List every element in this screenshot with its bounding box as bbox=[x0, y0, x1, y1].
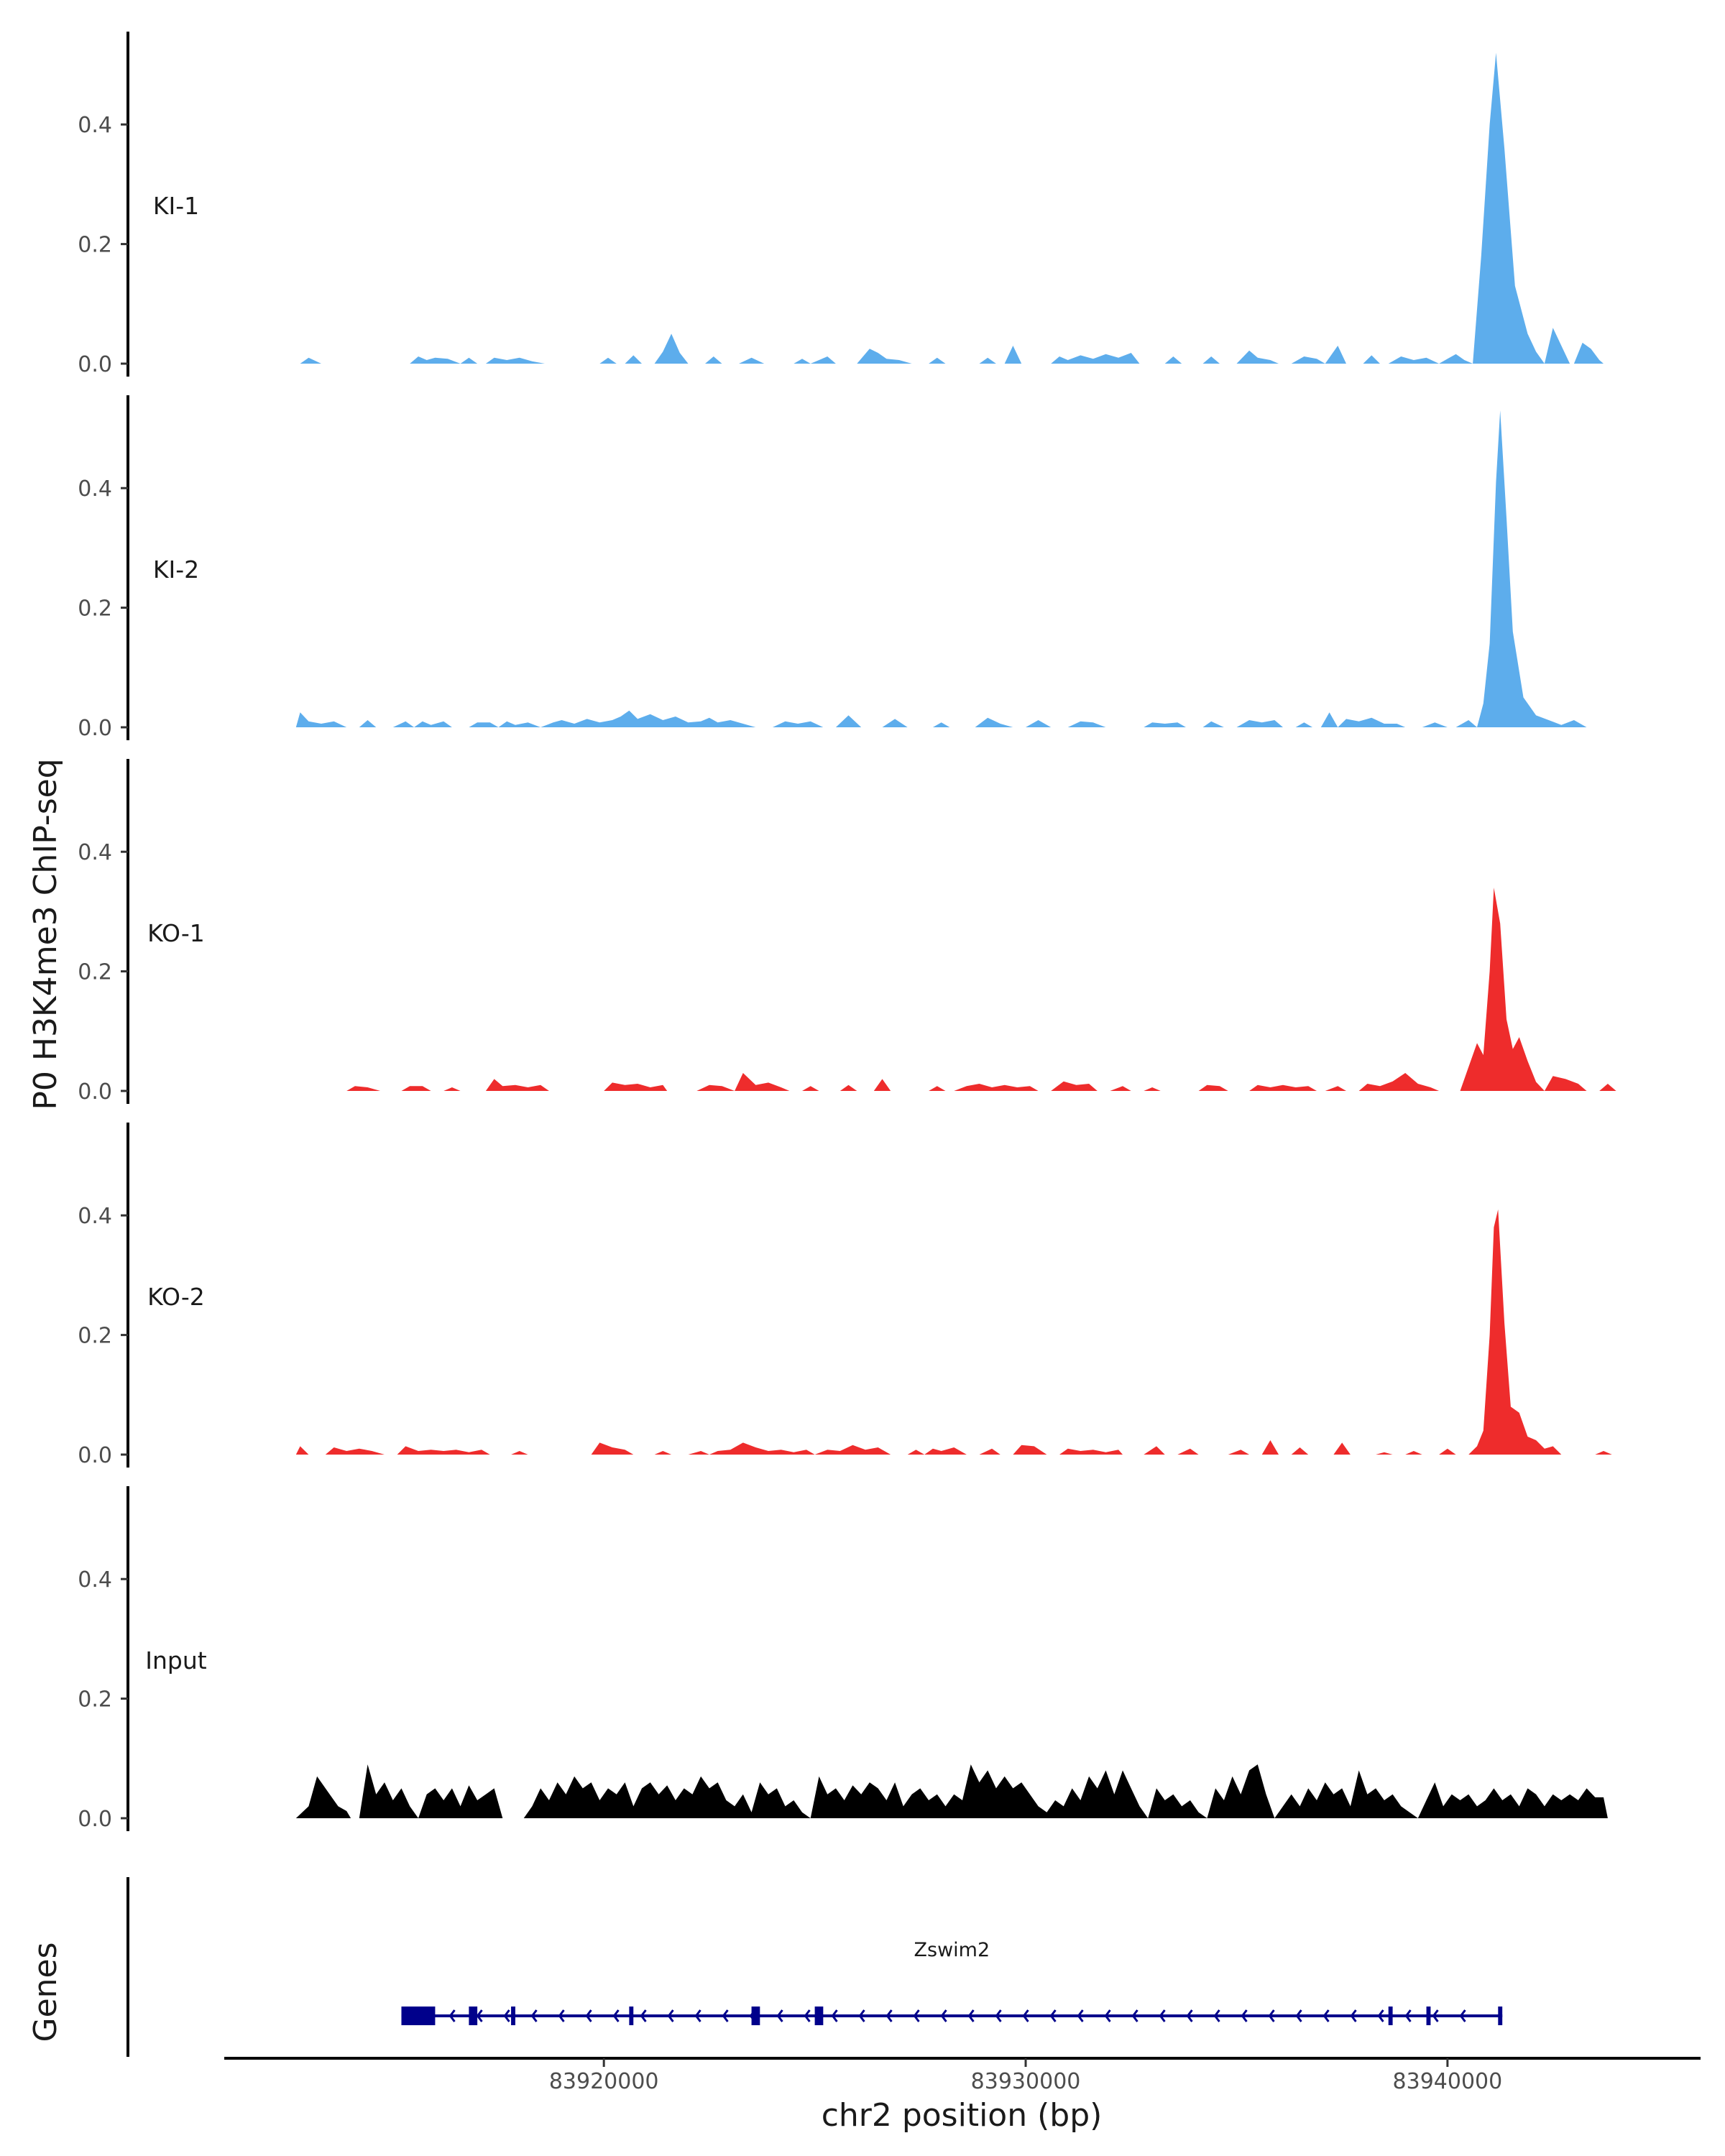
strand-arrow bbox=[1377, 2009, 1384, 2022]
strand-arrow bbox=[558, 2009, 565, 2022]
exon bbox=[814, 2007, 824, 2025]
y-tick-label: 0.2 bbox=[78, 233, 112, 258]
y-tick-label: 0.0 bbox=[78, 1079, 112, 1105]
track-ki-2: 0.0 0.2 0.4 KI-2 bbox=[78, 395, 1604, 741]
strand-arrow bbox=[858, 2009, 865, 2022]
strand-arrow bbox=[1459, 2009, 1466, 2022]
exon bbox=[511, 2007, 515, 2025]
strand-arrow bbox=[1268, 2009, 1275, 2022]
strand-arrow bbox=[667, 2009, 674, 2022]
strand-arrow bbox=[804, 2009, 811, 2022]
y-tick-label: 0.4 bbox=[78, 1204, 112, 1229]
strand-arrow bbox=[503, 2009, 510, 2022]
strand-arrow bbox=[476, 2009, 483, 2022]
series-area-input bbox=[295, 1764, 1608, 1818]
strand-arrow bbox=[694, 2009, 702, 2022]
exon bbox=[1388, 2007, 1393, 2025]
strand-arrow bbox=[1049, 2009, 1057, 2022]
y-tick-label: 0.0 bbox=[78, 1807, 112, 1832]
strand-arrow bbox=[1186, 2009, 1193, 2022]
y-tick-label: 0.4 bbox=[78, 1567, 112, 1593]
strand-arrow bbox=[1404, 2009, 1412, 2022]
strand-arrow bbox=[1131, 2009, 1138, 2022]
x-axis: 83920000 83930000 83940000 bbox=[224, 2057, 1701, 2094]
x-tick-label: 83940000 bbox=[1393, 2069, 1503, 2094]
x-axis-title: chr2 position (bp) bbox=[822, 2097, 1103, 2134]
strand-arrow bbox=[1022, 2009, 1029, 2022]
strand-arrow bbox=[1432, 2009, 1439, 2022]
track-ko-2: 0.0 0.2 0.4 KO-2 bbox=[78, 1123, 1612, 1468]
strand-arrow bbox=[722, 2009, 729, 2022]
strand-arrow bbox=[1104, 2009, 1111, 2022]
exon bbox=[1426, 2007, 1431, 2025]
strand-arrow bbox=[776, 2009, 783, 2022]
strand-arrow bbox=[612, 2009, 620, 2022]
gene-track: Zswim2 bbox=[126, 1877, 1503, 2057]
strand-arrow bbox=[967, 2009, 975, 2022]
strand-arrow bbox=[1213, 2009, 1220, 2022]
series-area-ko-1 bbox=[346, 888, 1616, 1091]
y-tick-label: 0.4 bbox=[78, 840, 112, 865]
strand-arrow bbox=[1241, 2009, 1248, 2022]
strand-arrow bbox=[995, 2009, 1002, 2022]
y-axis-title: P0 H3K4me3 ChIP-seq bbox=[27, 758, 64, 1110]
y-tick-label: 0.2 bbox=[78, 1687, 112, 1713]
gene-zswim2: Zswim2 bbox=[401, 1939, 1503, 2025]
x-tick-label: 83920000 bbox=[549, 2069, 659, 2094]
y-tick-label: 0.2 bbox=[78, 960, 112, 985]
track-label: KO-2 bbox=[147, 1283, 205, 1311]
track-label: KI-1 bbox=[153, 192, 199, 220]
strand-arrow bbox=[831, 2009, 838, 2022]
strand-arrow bbox=[448, 2009, 456, 2022]
strand-arrow bbox=[530, 2009, 538, 2022]
y-tick-label: 0.4 bbox=[78, 476, 112, 502]
track-label: KO-1 bbox=[147, 919, 205, 947]
strand-arrow bbox=[1077, 2009, 1084, 2022]
strand-arrow bbox=[1295, 2009, 1302, 2022]
track-ki-1: 0.0 0.2 0.4 KI-1 bbox=[78, 32, 1604, 377]
tracks-group: 0.00.20.4KI-10.00.20.4KI-20.00.20.4KO-10… bbox=[78, 32, 1616, 1832]
y-tick-label: 0.4 bbox=[78, 113, 112, 138]
strand-arrow bbox=[1159, 2009, 1166, 2022]
x-tick-label: 83930000 bbox=[971, 2069, 1081, 2094]
strand-arrow bbox=[1350, 2009, 1357, 2022]
strand-arrow bbox=[585, 2009, 592, 2022]
exon bbox=[469, 2007, 478, 2025]
y-tick-label: 0.0 bbox=[78, 716, 112, 741]
strand-arrow bbox=[640, 2009, 647, 2022]
strand-arrow bbox=[913, 2009, 920, 2022]
track-label: Input bbox=[145, 1646, 207, 1674]
y-tick-label: 0.0 bbox=[78, 1443, 112, 1468]
genes-track-title: Genes bbox=[27, 1942, 64, 2042]
track-ko-1: 0.0 0.2 0.4 KO-1 bbox=[78, 759, 1616, 1105]
track-input: 0.0 0.2 0.4 Input bbox=[78, 1486, 1608, 1832]
strand-arrow bbox=[886, 2009, 893, 2022]
y-tick-label: 0.2 bbox=[78, 596, 112, 622]
gene-name-label: Zswim2 bbox=[914, 1939, 990, 1961]
exon bbox=[401, 2007, 436, 2025]
y-tick-label: 0.2 bbox=[78, 1324, 112, 1349]
track-label: KI-2 bbox=[153, 556, 199, 584]
strand-arrow bbox=[1322, 2009, 1330, 2022]
exon bbox=[629, 2007, 634, 2025]
exon bbox=[751, 2007, 760, 2025]
y-tick-label: 0.0 bbox=[78, 352, 112, 377]
exon bbox=[1498, 2007, 1503, 2025]
strand-arrow bbox=[940, 2009, 947, 2022]
